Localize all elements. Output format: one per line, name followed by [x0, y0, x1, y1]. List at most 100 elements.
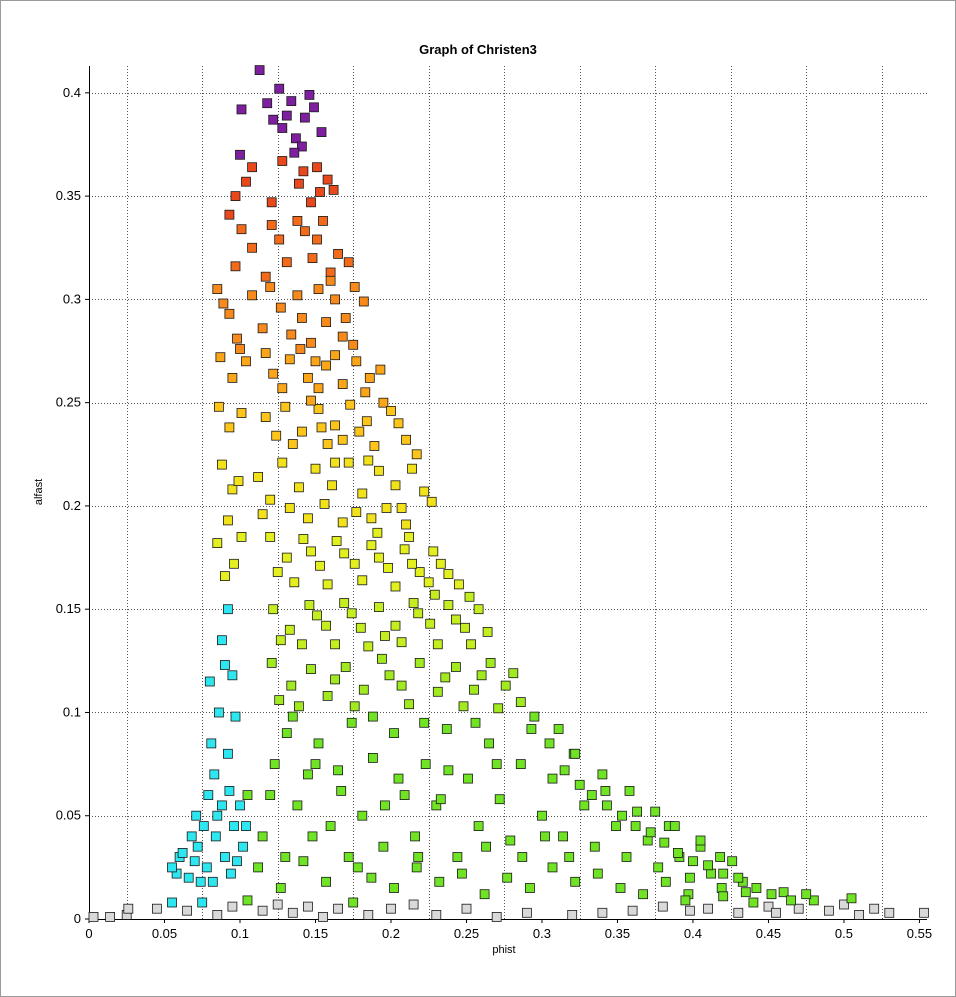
data-point — [389, 728, 399, 738]
data-point — [191, 810, 202, 821]
data-point — [479, 889, 490, 900]
data-point — [740, 887, 751, 898]
data-point — [399, 544, 410, 555]
data-point — [289, 147, 300, 158]
data-point — [748, 897, 759, 908]
data-point — [257, 509, 268, 520]
data-point — [688, 856, 698, 867]
data-point — [337, 434, 348, 445]
data-point — [222, 515, 233, 526]
data-point — [286, 96, 297, 106]
data-point — [213, 707, 224, 718]
data-point — [650, 806, 661, 817]
data-point — [330, 639, 341, 650]
data-point — [229, 558, 239, 569]
data-point — [854, 910, 864, 920]
data-point — [435, 794, 446, 805]
data-point — [349, 558, 360, 569]
data-point — [224, 422, 235, 433]
data-point — [429, 589, 440, 600]
data-point — [265, 790, 276, 800]
data-point — [808, 895, 819, 906]
data-point — [298, 166, 309, 177]
data-point — [396, 680, 407, 691]
data-point — [363, 455, 374, 466]
data-point — [337, 379, 348, 390]
data-point — [299, 226, 310, 237]
data-point — [360, 387, 371, 398]
data-point — [257, 323, 268, 334]
y-tick-label: 0.15 — [56, 601, 81, 616]
data-point — [238, 841, 248, 852]
data-point — [269, 759, 280, 769]
data-point — [611, 821, 621, 831]
data-point — [357, 488, 368, 499]
data-point — [296, 426, 307, 437]
data-point — [204, 676, 215, 687]
data-point — [253, 862, 264, 873]
data-point — [316, 127, 327, 137]
data-point — [642, 835, 653, 846]
data-point — [366, 872, 377, 883]
data-point — [336, 786, 347, 796]
data-point — [564, 852, 575, 862]
data-point — [287, 907, 298, 918]
data-point — [559, 765, 570, 776]
y-tick-label: 0 — [74, 911, 81, 926]
data-point — [242, 790, 253, 800]
data-point — [286, 329, 297, 340]
data-point — [212, 910, 223, 920]
data-point — [302, 513, 313, 524]
x-tick-label: 0.55 — [907, 926, 932, 941]
data-point — [624, 786, 635, 796]
data-point — [414, 658, 425, 668]
data-point — [274, 83, 285, 94]
data-point — [343, 257, 354, 268]
data-point — [381, 503, 392, 513]
data-point — [302, 769, 313, 780]
data-point — [410, 831, 421, 842]
data-point — [257, 905, 268, 916]
data-point — [203, 790, 214, 800]
data-point — [716, 883, 727, 893]
data-point — [621, 852, 632, 862]
data-point — [298, 534, 309, 544]
data-point — [313, 284, 324, 295]
data-point — [540, 831, 550, 842]
data-point — [307, 831, 318, 842]
data-point — [313, 403, 324, 414]
data-point — [302, 372, 313, 383]
data-point — [567, 910, 578, 920]
data-point — [547, 862, 558, 873]
data-point — [222, 748, 233, 759]
data-point — [491, 912, 502, 922]
data-point — [824, 905, 834, 916]
data-point — [241, 176, 251, 187]
data-point — [330, 350, 341, 361]
data-point — [266, 220, 277, 230]
data-point — [306, 664, 316, 674]
data-point — [222, 604, 233, 615]
data-point — [216, 800, 227, 811]
data-point — [401, 434, 412, 445]
data-point — [272, 899, 283, 910]
data-point — [325, 821, 336, 831]
data-point — [363, 641, 374, 652]
data-point — [452, 852, 463, 862]
data-point — [354, 426, 365, 437]
data-point — [493, 703, 504, 714]
data-point — [484, 738, 495, 749]
data-point — [265, 494, 276, 505]
data-point — [218, 298, 229, 309]
data-point — [351, 507, 362, 518]
data-point — [333, 903, 344, 914]
data-point — [219, 660, 230, 670]
x-tick-label: 0.5 — [835, 926, 853, 941]
data-point — [393, 773, 404, 784]
data-point — [257, 831, 268, 842]
data-point — [306, 395, 316, 406]
data-point — [182, 905, 193, 916]
data-point — [274, 695, 285, 705]
data-point — [216, 459, 227, 470]
data-point — [846, 893, 857, 904]
